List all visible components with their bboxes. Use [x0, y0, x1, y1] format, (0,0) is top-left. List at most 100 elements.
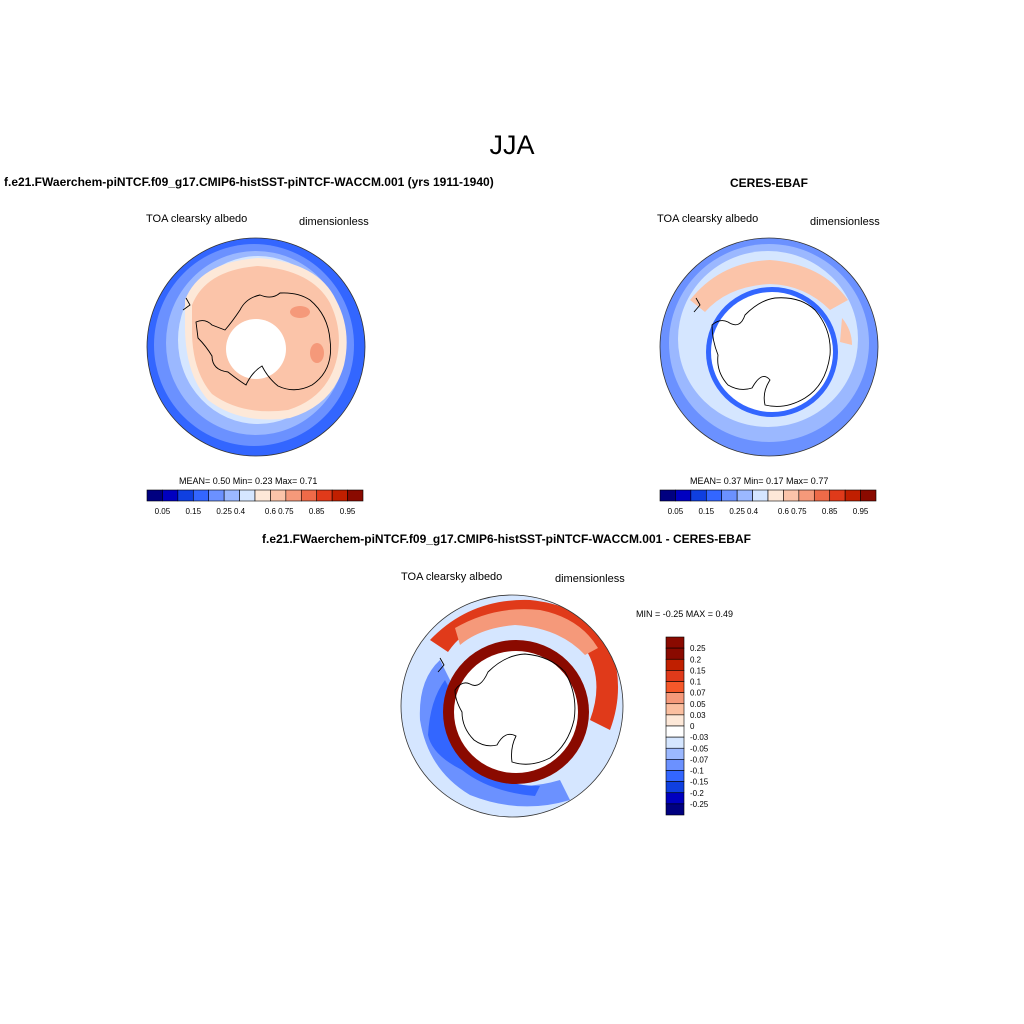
colorbar-2-tick-label: 0.85 [822, 507, 838, 516]
colorbar-3-swatch [665, 636, 685, 649]
panel-1-antarctica-coastline [195, 292, 332, 391]
colorbar-1-swatch [223, 489, 240, 502]
colorbar-2-tick-label: 0.6 [778, 507, 790, 516]
colorbar-2-swatch [752, 489, 769, 502]
panel-2-title: CERES-EBAF [730, 176, 809, 190]
colorbar-3-tick-label: 0.2 [690, 655, 702, 664]
colorbar-2-swatch [659, 489, 676, 502]
colorbar-1-swatch [208, 489, 225, 502]
colorbar-1-swatch [316, 489, 333, 502]
colorbar-2-swatch [705, 489, 723, 502]
colorbar-3-swatch [665, 658, 685, 671]
panel-1-polar-hole [226, 319, 286, 379]
colorbar-2-swatch [829, 489, 846, 502]
colorbar-3-tick-label: 0.05 [690, 700, 706, 709]
colorbar-3-tick-label: -0.07 [690, 755, 709, 764]
panel-1-title: f.e21.FWaerchem-piNTCF.f09_g17.CMIP6-his… [4, 175, 494, 189]
colorbar-3-swatch [665, 781, 685, 794]
colorbar-3-tick-label: 0.25 [690, 644, 706, 653]
colorbar-3-tick-label: 0.15 [690, 666, 706, 675]
colorbar-1-tick-label: 0.25 [216, 507, 232, 516]
colorbar-3-swatch [665, 736, 685, 749]
colorbar-3-swatch [665, 670, 685, 682]
colorbar-2-swatch [767, 489, 784, 502]
panel-3-map-border [400, 594, 624, 818]
colorbar-2-tick-label: 0.75 [791, 507, 807, 516]
colorbar-3-swatch [665, 725, 685, 738]
colorbar-1-tick-label: 0.75 [278, 507, 294, 516]
colorbar-2-tick-label: 0.05 [668, 507, 684, 516]
panel-1-peninsula-coastline [182, 297, 191, 311]
colorbar-3-swatch [665, 747, 685, 760]
colorbar-2-swatch [736, 489, 753, 502]
colorbar-1-tick-label: 0.05 [155, 507, 171, 516]
colorbar-3-swatch [665, 647, 685, 660]
colorbar-3-swatch [665, 770, 685, 782]
colorbar-2-swatch [860, 489, 877, 502]
colorbar-3-tick-label: -0.15 [690, 778, 709, 787]
map-panel-3 [400, 594, 624, 818]
panel-2-field-ice-edge-east [840, 318, 852, 345]
colorbar-1-swatch [331, 489, 348, 502]
panel-3-title: f.e21.FWaerchem-piNTCF.f09_g17.CMIP6-his… [262, 532, 751, 546]
panel-3-field-positive-inner [455, 609, 598, 655]
colorbar-3: 0.25 0.2 0.15 0.1 0.07 0.05 0.03 0 -0.03 -0.05 -0.… [665, 636, 709, 816]
colorbar-1-tick-label: 0.4 [234, 507, 246, 516]
colorbar-2-swatch [813, 489, 831, 502]
colorbar-2-swatch [690, 489, 707, 502]
panel-2-variable-label: TOA clearsky albedo [657, 213, 759, 225]
panel-1-field-max-east [290, 306, 310, 318]
colorbar-1-swatch [254, 489, 271, 502]
colorbar-3-swatch [665, 759, 685, 771]
colorbar-3-tick-label: -0.05 [690, 744, 709, 753]
panel-3-antarctica-coastline [454, 653, 576, 765]
map-panel-1 [146, 237, 366, 457]
colorbar-3-swatch [665, 792, 685, 805]
colorbar-1-swatch [177, 489, 194, 502]
colorbar-3-swatch [665, 714, 685, 727]
panel-3-no-data [454, 651, 578, 773]
panel-3-peninsula-coastline [437, 657, 445, 673]
colorbar-3-tick-label: 0.1 [690, 678, 702, 687]
colorbar-2-tick-label: 0.25 [729, 507, 745, 516]
map-panel-2 [659, 237, 879, 457]
colorbar-3-tick-label: -0.25 [690, 800, 709, 809]
colorbar-3-swatch [665, 692, 685, 705]
colorbar-1-swatch [285, 489, 302, 502]
panel-1-variable-label: TOA clearsky albedo [146, 213, 248, 225]
panel-1-units-label: dimensionless [299, 216, 369, 228]
figure-title: JJA [489, 130, 535, 160]
colorbar-3-tick-label: 0.03 [690, 711, 706, 720]
colorbar-3-swatch [665, 681, 685, 693]
colorbar-3-tick-label: -0.2 [690, 789, 704, 798]
colorbar-2-swatch [798, 489, 815, 502]
panel-1-map-border [146, 237, 366, 457]
panel-2-stats: MEAN= 0.37 Min= 0.17 Max= 0.77 [690, 476, 829, 486]
colorbar-1-tick-label: 0.15 [185, 507, 201, 516]
colorbar-1-swatch [347, 489, 364, 502]
colorbar-2-swatch [721, 489, 738, 502]
colorbar-2: 0.05 0.15 0.25 0.4 0.6 0.75 0.85 0.95 [659, 489, 877, 516]
colorbar-1-tick-label: 0.85 [309, 507, 325, 516]
colorbar-3-tick-label: 0 [690, 722, 695, 731]
colorbar-3-swatch [665, 803, 685, 816]
colorbar-2-tick-label: 0.95 [853, 507, 869, 516]
colorbar-2-tick-label: 0.15 [698, 507, 714, 516]
colorbar-1-swatch [146, 489, 163, 502]
colorbar-1-swatch [270, 489, 287, 502]
colorbar-2-swatch [675, 489, 692, 502]
colorbar-2-tick-label: 0.4 [747, 507, 759, 516]
panel-1-stats: MEAN= 0.50 Min= 0.23 Max= 0.71 [179, 476, 318, 486]
panel-2-units-label: dimensionless [810, 216, 880, 228]
panel-1-field-max-south [310, 343, 324, 363]
colorbar-1-swatch [162, 489, 179, 502]
panel-3-stats: MIN = -0.25 MAX = 0.49 [636, 609, 734, 619]
colorbar-1-swatch [239, 489, 256, 502]
colorbar-3-swatch [665, 703, 685, 716]
panel-2-antarctica-coastline [711, 297, 831, 407]
colorbar-1-swatch [192, 489, 210, 502]
colorbar-1-tick-label: 0.6 [265, 507, 277, 516]
panel-3-units-label: dimensionless [555, 573, 625, 585]
colorbar-3-tick-label: 0.07 [690, 689, 706, 698]
